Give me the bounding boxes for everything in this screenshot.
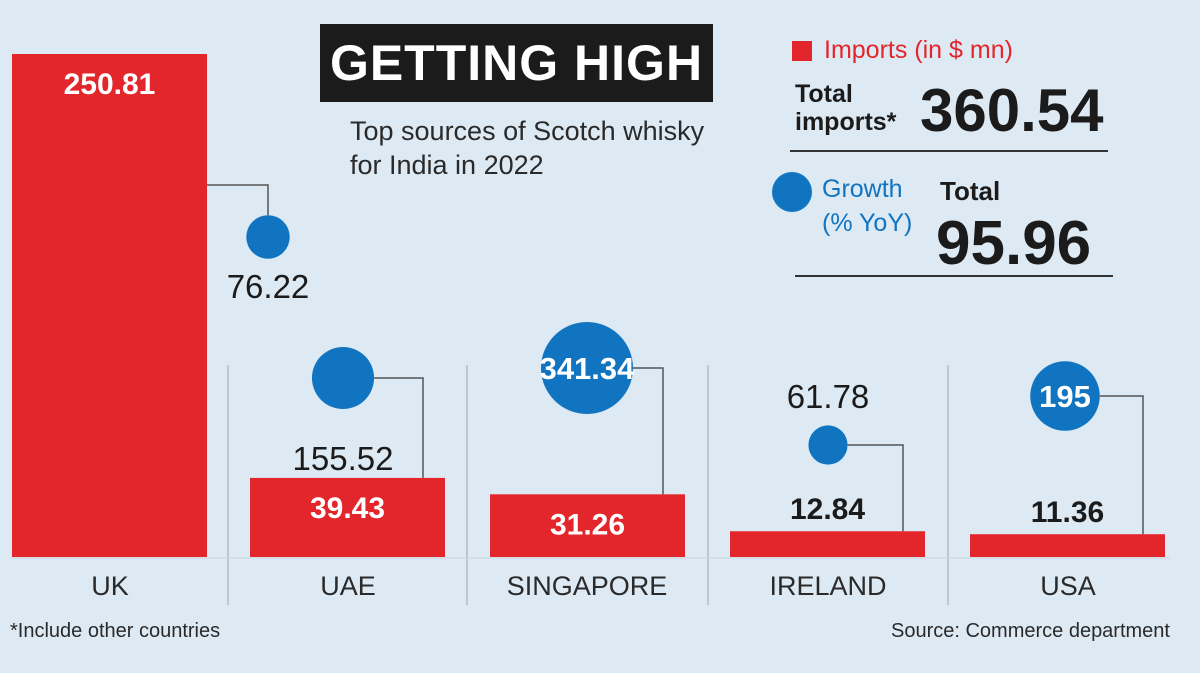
connector-line	[847, 444, 904, 532]
category-label: SINGAPORE	[507, 571, 668, 601]
category-label: IRELAND	[769, 571, 886, 601]
import-bar	[12, 54, 207, 557]
import-value-label: 11.36	[1031, 496, 1104, 529]
legend-imports-label: Imports (in $ mn)	[824, 36, 1013, 64]
growth-bubble	[311, 346, 375, 410]
import-bar	[490, 494, 685, 557]
connector-line	[1099, 395, 1144, 535]
chart-subtitle: Top sources of Scotch whisky for India i…	[350, 116, 705, 180]
total-imports-value: 360.54	[920, 77, 1104, 144]
growth-bubble	[246, 215, 290, 259]
legend-growth-line1: Growth	[822, 175, 903, 203]
category-label: USA	[1040, 571, 1096, 601]
category-label: UAE	[320, 571, 376, 601]
imports-legend-swatch-icon	[792, 40, 812, 61]
growth-value-label: 61.78	[787, 378, 870, 415]
category-label: UK	[91, 571, 129, 601]
import-value-label: 250.81	[64, 68, 156, 101]
legend-imports: Imports (in $ mn)	[792, 36, 1013, 65]
import-value-label: 31.26	[550, 508, 625, 541]
import-bar	[250, 477, 445, 557]
import-value-label: 39.43	[310, 492, 385, 525]
total-imports-label-line2: imports*	[795, 108, 897, 136]
growth-bubble	[1030, 361, 1100, 431]
total-growth-label: Total	[940, 176, 1001, 206]
growth-bubble	[541, 322, 633, 414]
connector-line	[374, 377, 424, 478]
total-imports-label-line1: Total	[795, 80, 853, 108]
growth-legend-dot-icon	[772, 172, 812, 212]
import-bar	[730, 531, 925, 557]
import-value-label: 12.84	[790, 493, 865, 526]
chart-title: GETTING HIGH	[320, 24, 713, 102]
source-note: Source: Commerce department	[890, 620, 1170, 642]
growth-value-label: 155.52	[293, 440, 394, 477]
growth-value-label: 341.34	[540, 351, 636, 386]
divider-rule	[790, 150, 1108, 152]
connector-line	[633, 367, 664, 495]
footnote: *Include other countries	[10, 620, 221, 642]
import-bar	[970, 534, 1165, 557]
total-growth-value: 95.96	[936, 209, 1092, 278]
divider-rule	[795, 275, 1113, 277]
growth-value-label: 76.22	[227, 268, 310, 305]
growth-value-label: 195	[1039, 379, 1091, 414]
legend-growth-line2: (% YoY)	[822, 209, 913, 237]
growth-bubble	[808, 425, 848, 465]
total-imports-label: Total imports*	[795, 80, 896, 136]
connector-line	[192, 184, 269, 216]
legend-growth: Growth (% YoY)	[822, 172, 912, 240]
